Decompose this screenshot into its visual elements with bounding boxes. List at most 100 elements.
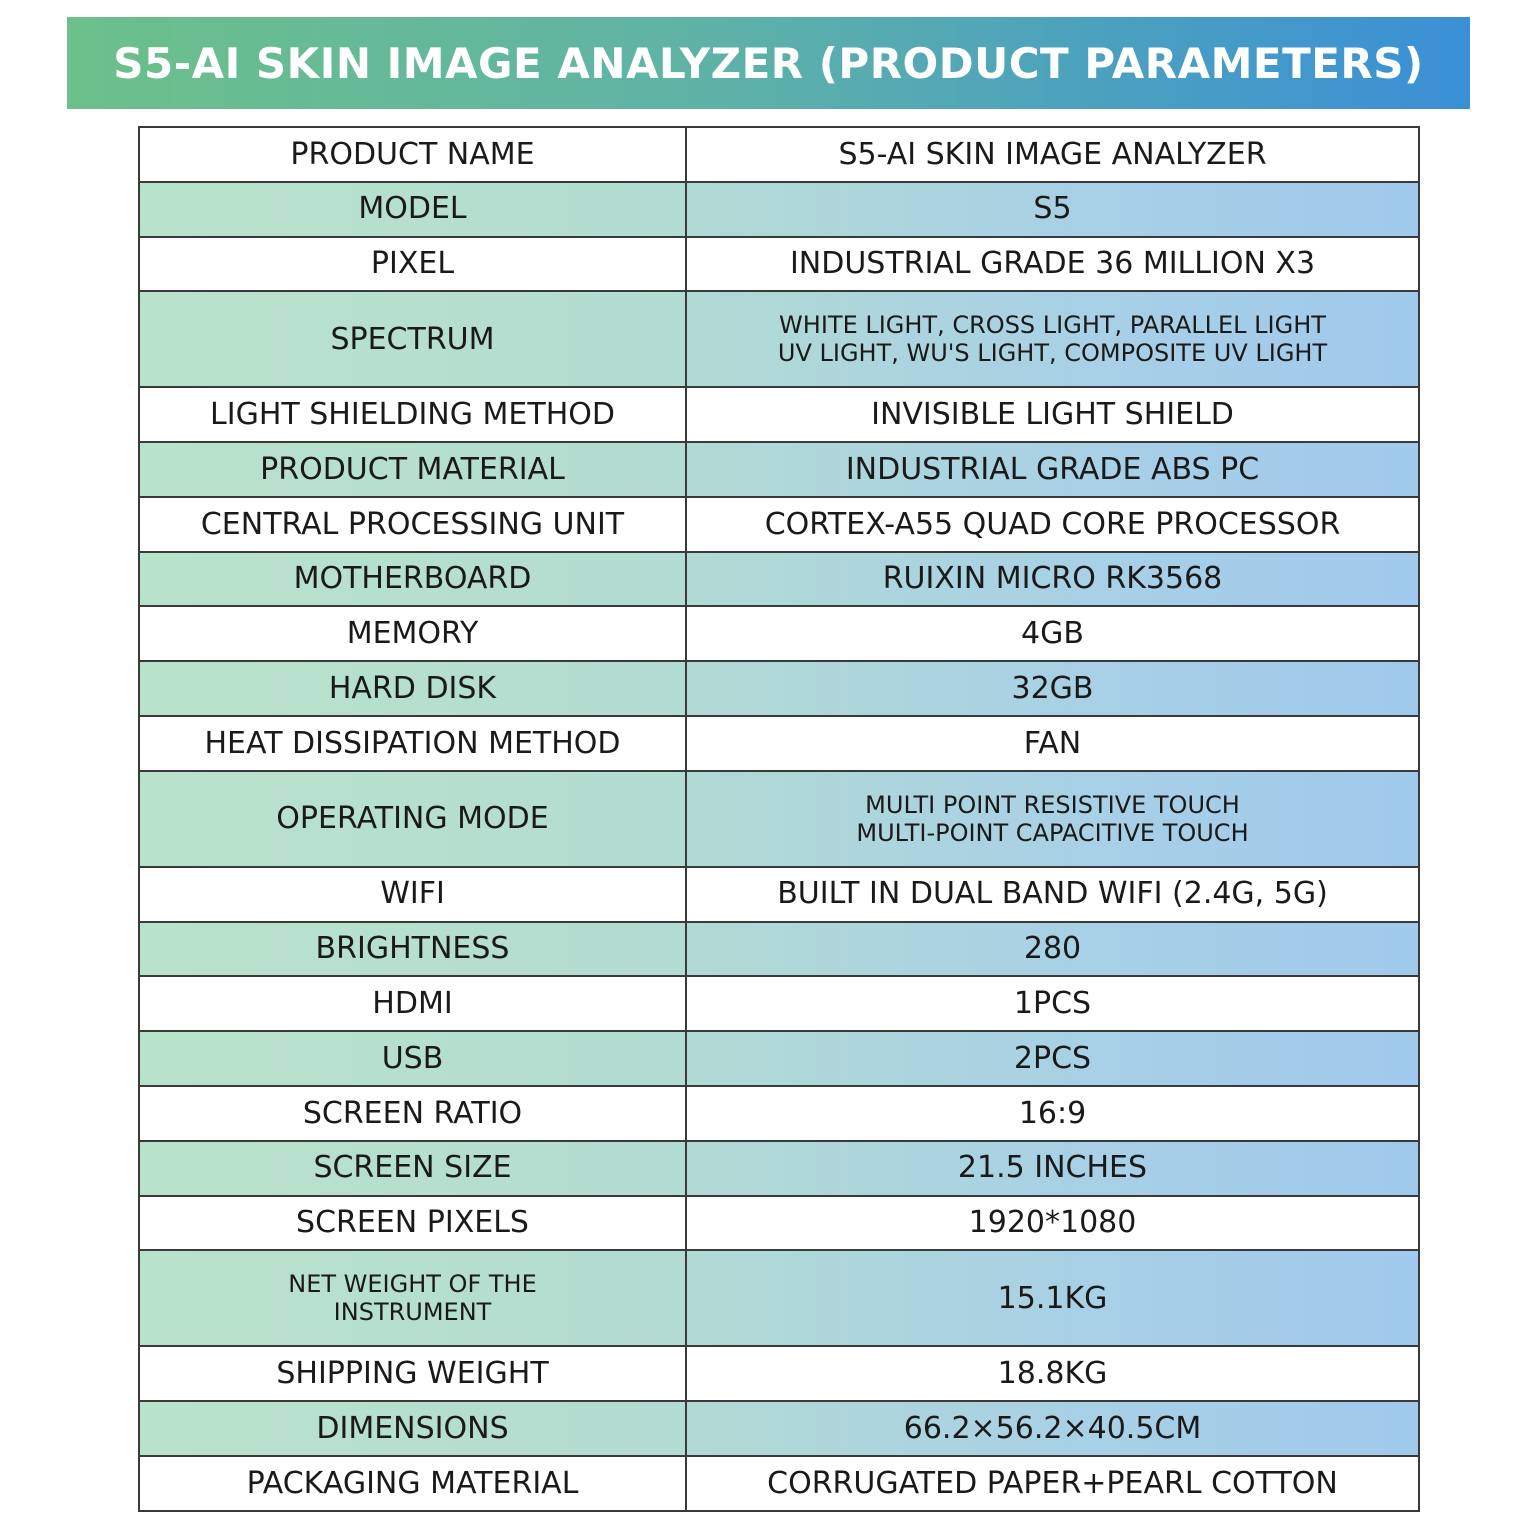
parameter-name: PIXEL bbox=[370, 246, 455, 282]
parameter-name: LIGHT SHIELDING METHOD bbox=[210, 396, 615, 432]
parameter-value-cell: 66.2×56.2×40.5CM bbox=[685, 1400, 1420, 1457]
parameter-name-cell: WIFI bbox=[138, 865, 687, 923]
parameter-name: PACKAGING MATERIAL bbox=[246, 1465, 579, 1501]
header-banner: S5-AI SKIN IMAGE ANALYZER (PRODUCT PARAM… bbox=[67, 17, 1470, 109]
parameter-name: WIFI bbox=[380, 876, 445, 912]
parameter-value-cell: 18.8KG bbox=[685, 1345, 1420, 1403]
parameter-value-cell: 4GB bbox=[685, 605, 1420, 663]
parameter-value-cell: INDUSTRIAL GRADE 36 MILLION X3 bbox=[685, 235, 1420, 293]
parameter-name-cell: HARD DISK bbox=[138, 660, 687, 718]
parameter-name-cell: HEAT DISSIPATION METHOD bbox=[138, 715, 687, 772]
parameter-value: MULTI POINT RESISTIVE TOUCH bbox=[865, 790, 1240, 819]
parameter-value: 66.2×56.2×40.5CM bbox=[903, 1410, 1202, 1446]
parameter-name-cell: MOTHERBOARD bbox=[138, 550, 687, 608]
parameter-name: SHIPPING WEIGHT bbox=[276, 1355, 549, 1391]
table-row: BRIGHTNESS 280 bbox=[138, 920, 1420, 978]
table-row: HDMI 1PCS bbox=[138, 975, 1420, 1033]
parameter-name: SCREEN PIXELS bbox=[296, 1205, 529, 1241]
table-row: DIMENSIONS 66.2×56.2×40.5CM bbox=[138, 1400, 1420, 1457]
parameter-name-cell: DIMENSIONS bbox=[138, 1400, 687, 1457]
spec-table: PRODUCT NAME S5-AI SKIN IMAGE ANALYZER MOD… bbox=[138, 126, 1420, 1513]
parameter-name-cell: OPERATING MODE bbox=[138, 769, 687, 868]
parameter-value: 21.5 INCHES bbox=[957, 1150, 1148, 1186]
parameter-name-cell: BRIGHTNESS bbox=[138, 920, 687, 978]
parameter-value: 15.1KG bbox=[997, 1280, 1108, 1316]
table-row: SHIPPING WEIGHT 18.8KG bbox=[138, 1345, 1420, 1403]
parameter-value: 4GB bbox=[1021, 616, 1084, 652]
table-row: HEAT DISSIPATION METHOD FAN bbox=[138, 715, 1420, 772]
parameter-name-cell: SHIPPING WEIGHT bbox=[138, 1345, 687, 1403]
parameter-name-cell: SPECTRUM bbox=[138, 290, 687, 389]
parameter-value-cell: INVISIBLE LIGHT SHIELD bbox=[685, 386, 1420, 444]
parameter-name: USB bbox=[381, 1040, 444, 1076]
parameter-value-cell: RUIXIN MICRO RK3568 bbox=[685, 550, 1420, 608]
parameter-value: UV LIGHT, WU'S LIGHT, COMPOSITE UV LIGHT bbox=[777, 339, 1328, 368]
parameter-value: FAN bbox=[1023, 725, 1082, 761]
parameter-name: INSTRUMENT bbox=[333, 1298, 492, 1327]
parameter-value-cell: S5 bbox=[685, 180, 1420, 238]
table-row: HARD DISK 32GB bbox=[138, 660, 1420, 718]
parameter-name: PRODUCT NAME bbox=[290, 136, 535, 172]
parameter-name-cell: NET WEIGHT OF THE INSTRUMENT bbox=[138, 1249, 687, 1348]
parameter-name: SCREEN SIZE bbox=[313, 1150, 512, 1186]
parameter-name-cell: PACKAGING MATERIAL bbox=[138, 1454, 687, 1513]
parameter-value: 32GB bbox=[1011, 670, 1094, 706]
parameter-value: RUIXIN MICRO RK3568 bbox=[882, 561, 1223, 597]
parameter-name-cell: SCREEN PIXELS bbox=[138, 1194, 687, 1252]
parameter-name-cell: PIXEL bbox=[138, 235, 687, 293]
parameter-name: MOTHERBOARD bbox=[293, 561, 532, 597]
parameter-value: INDUSTRIAL GRADE 36 MILLION X3 bbox=[789, 246, 1316, 282]
parameter-name-cell: LIGHT SHIELDING METHOD bbox=[138, 386, 687, 444]
parameter-name: CENTRAL PROCESSING UNIT bbox=[200, 506, 625, 542]
parameter-value: 280 bbox=[1023, 931, 1082, 967]
table-row: PRODUCT MATERIAL INDUSTRIAL GRADE ABS PC bbox=[138, 441, 1420, 498]
table-row: WIFI BUILT IN DUAL BAND WIFI (2.4G, 5G) bbox=[138, 865, 1420, 923]
parameter-value: INDUSTRIAL GRADE ABS PC bbox=[845, 451, 1260, 487]
table-row: MEMORY 4GB bbox=[138, 605, 1420, 663]
parameter-value-cell: BUILT IN DUAL BAND WIFI (2.4G, 5G) bbox=[685, 865, 1420, 923]
parameter-value-cell: S5-AI SKIN IMAGE ANALYZER bbox=[685, 126, 1420, 183]
table-row: USB 2PCS bbox=[138, 1030, 1420, 1087]
table-row: MODEL S5 bbox=[138, 180, 1420, 238]
parameter-value-cell: 15.1KG bbox=[685, 1249, 1420, 1348]
parameter-name: SCREEN RATIO bbox=[302, 1095, 523, 1131]
parameter-name: MEMORY bbox=[346, 616, 479, 652]
parameter-value-cell: INDUSTRIAL GRADE ABS PC bbox=[685, 441, 1420, 498]
parameter-value: BUILT IN DUAL BAND WIFI (2.4G, 5G) bbox=[777, 876, 1328, 912]
parameter-name: PRODUCT MATERIAL bbox=[260, 451, 565, 487]
parameter-value-cell: 1920*1080 bbox=[685, 1194, 1420, 1252]
parameter-name-cell: PRODUCT MATERIAL bbox=[138, 441, 687, 498]
page-title: S5-AI SKIN IMAGE ANALYZER (PRODUCT PARAM… bbox=[113, 38, 1424, 88]
parameter-name-cell: MODEL bbox=[138, 180, 687, 238]
table-row: SPECTRUM WHITE LIGHT, CROSS LIGHT, PARALL… bbox=[138, 290, 1420, 389]
parameter-value-cell: MULTI POINT RESISTIVE TOUCH MULTI-POINT C… bbox=[685, 769, 1420, 868]
parameter-name-cell: SCREEN RATIO bbox=[138, 1084, 687, 1142]
parameter-name: OPERATING MODE bbox=[276, 801, 549, 837]
parameter-value-cell: 2PCS bbox=[685, 1030, 1420, 1087]
parameter-name-cell: SCREEN SIZE bbox=[138, 1139, 687, 1197]
parameter-value: 16:9 bbox=[1018, 1095, 1087, 1131]
parameter-name: MODEL bbox=[358, 191, 467, 227]
parameter-value: INVISIBLE LIGHT SHIELD bbox=[871, 396, 1234, 432]
table-row: MOTHERBOARD RUIXIN MICRO RK3568 bbox=[138, 550, 1420, 608]
parameter-name-cell: MEMORY bbox=[138, 605, 687, 663]
table-row: SCREEN RATIO 16:9 bbox=[138, 1084, 1420, 1142]
parameter-value: WHITE LIGHT, CROSS LIGHT, PARALLEL LIGHT bbox=[779, 311, 1326, 340]
parameter-value-cell: CORTEX-A55 QUAD CORE PROCESSOR bbox=[685, 495, 1420, 553]
parameter-name-cell: CENTRAL PROCESSING UNIT bbox=[138, 495, 687, 553]
parameter-name: NET WEIGHT OF THE bbox=[288, 1270, 537, 1298]
table-row: CENTRAL PROCESSING UNIT CORTEX-A55 QUAD C… bbox=[138, 495, 1420, 553]
parameter-value: 18.8KG bbox=[997, 1355, 1108, 1391]
parameter-value-cell: CORRUGATED PAPER+PEARL COTTON bbox=[685, 1454, 1420, 1513]
parameter-value: S5-AI SKIN IMAGE ANALYZER bbox=[838, 136, 1267, 172]
table-row: OPERATING MODE MULTI POINT RESISTIVE TOUC… bbox=[138, 769, 1420, 868]
table-row: PACKAGING MATERIAL CORRUGATED PAPER+PEARL… bbox=[138, 1454, 1420, 1513]
parameter-name: HARD DISK bbox=[328, 670, 497, 706]
parameter-value: 1PCS bbox=[1013, 986, 1092, 1022]
parameter-name: DIMENSIONS bbox=[316, 1410, 509, 1446]
table-row: PRODUCT NAME S5-AI SKIN IMAGE ANALYZER bbox=[138, 126, 1420, 183]
table-row: NET WEIGHT OF THE INSTRUMENT 15.1KG bbox=[138, 1249, 1420, 1348]
parameter-value-cell: 1PCS bbox=[685, 975, 1420, 1033]
parameter-value: S5 bbox=[1033, 191, 1072, 227]
parameter-name-cell: PRODUCT NAME bbox=[138, 126, 687, 183]
